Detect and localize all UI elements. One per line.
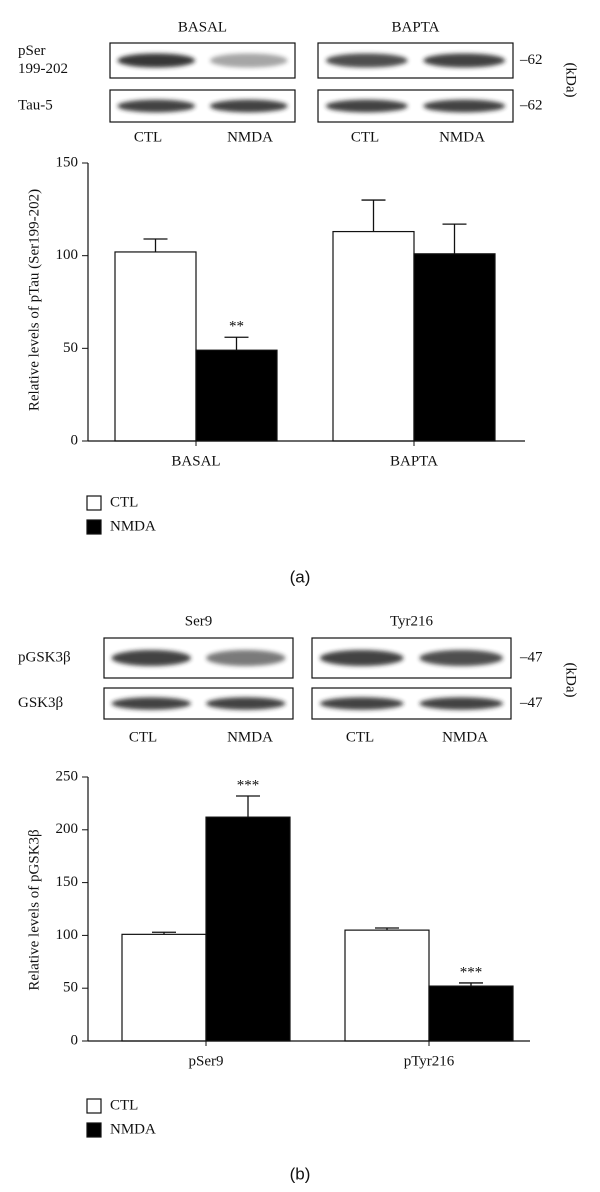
bar: [195, 349, 278, 442]
legend-swatch: [86, 519, 102, 535]
legend-label: CTL: [110, 1097, 138, 1113]
y-tick-label: 200: [56, 821, 79, 837]
blot-band: [117, 99, 196, 113]
blot-lane-label: CTL: [346, 729, 374, 745]
blot-band: [209, 53, 288, 68]
blot-band: [423, 53, 506, 68]
y-tick-label: 100: [56, 247, 79, 263]
blot-marker: –62: [519, 52, 543, 68]
y-tick-label: 0: [71, 432, 79, 448]
blot-header: BASAL: [178, 19, 227, 35]
y-axis-label: Relative levels of pGSK3β: [26, 829, 42, 990]
panel-label: (a): [290, 567, 311, 586]
legend-swatch: [86, 1098, 102, 1114]
significance: ***: [237, 777, 260, 793]
blot-unit: (kDa): [563, 63, 579, 98]
blot-marker: –47: [519, 649, 543, 665]
blot-lane-label: NMDA: [227, 729, 273, 745]
blot-header: Tyr216: [390, 613, 434, 629]
blot-lane-label: NMDA: [442, 729, 488, 745]
y-tick-label: 150: [56, 154, 79, 170]
blot-band: [111, 697, 191, 710]
blot-band: [117, 53, 196, 68]
blot-band: [419, 650, 504, 666]
blot-band: [206, 650, 286, 666]
blot-lane-label: NMDA: [227, 129, 273, 145]
bar: [121, 933, 207, 1042]
blot-header: Ser9: [185, 613, 213, 629]
blot-row-label: GSK3β: [18, 695, 63, 711]
blot-lane-label: CTL: [351, 129, 379, 145]
y-tick-label: 100: [56, 927, 79, 943]
blot-band: [319, 650, 404, 666]
blot-marker: –47: [519, 695, 543, 711]
blot-row-label: 199-202: [18, 61, 68, 77]
blot-band: [325, 99, 408, 113]
blot-band: [419, 697, 504, 710]
y-tick-label: 250: [56, 768, 79, 784]
legend-swatch: [86, 495, 102, 511]
panel-label: (b): [290, 1164, 311, 1183]
legend-label: NMDA: [110, 518, 156, 534]
y-tick-label: 0: [71, 1032, 79, 1048]
y-tick-label: 50: [63, 980, 78, 996]
blot-band: [206, 697, 286, 710]
y-tick-label: 150: [56, 874, 79, 890]
bar: [344, 929, 430, 1042]
legend-label: CTL: [110, 494, 138, 510]
y-tick-label: 50: [63, 340, 78, 356]
bar: [428, 985, 514, 1042]
significance: **: [229, 319, 244, 335]
blot-band: [325, 53, 408, 68]
x-tick-label: BASAL: [171, 453, 220, 469]
blot-lane-label: CTL: [129, 729, 157, 745]
blot-lane-label: NMDA: [439, 129, 485, 145]
blot-band: [423, 99, 506, 113]
bar: [332, 230, 415, 442]
bar: [205, 816, 291, 1042]
legend-swatch: [86, 1122, 102, 1138]
x-tick-label: BAPTA: [390, 453, 438, 469]
significance: ***: [460, 964, 483, 980]
bar: [413, 253, 496, 442]
blot-row-label: Tau-5: [18, 97, 53, 113]
x-tick-label: pTyr216: [404, 1053, 455, 1069]
blot-row-label: pGSK3β: [18, 649, 71, 665]
y-axis-label: Relative levels of pTau (Ser199-202): [26, 189, 42, 411]
x-tick-label: pSer9: [189, 1053, 224, 1069]
blot-band: [111, 650, 191, 666]
legend-label: NMDA: [110, 1121, 156, 1137]
blot-band: [209, 99, 288, 113]
blot-marker: –62: [519, 97, 543, 113]
blot-lane-label: CTL: [134, 129, 162, 145]
blot-header: BAPTA: [392, 19, 440, 35]
blot-row-label: pSer: [18, 43, 46, 59]
blot-unit: (kDa): [563, 663, 579, 698]
blot-band: [319, 697, 404, 710]
bar: [114, 251, 197, 442]
